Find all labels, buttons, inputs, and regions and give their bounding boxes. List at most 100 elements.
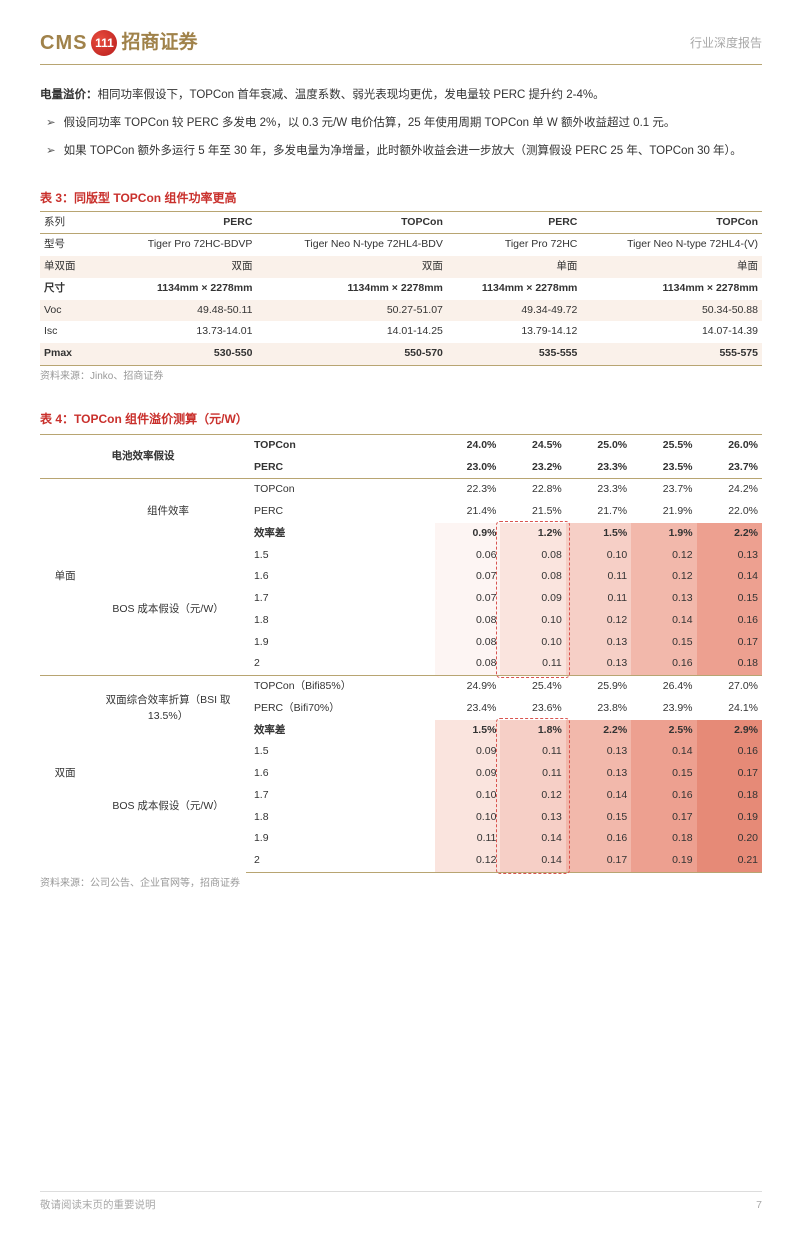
table3-cell: 49.48-50.11 [110,300,256,322]
table4-cell: 0.21 [697,850,762,872]
table4-title: 表 4：TOPCon 组件溢价测算（元/W） [40,410,762,428]
table4-cell: 0.11 [435,828,500,850]
table3-cell: 50.27-51.07 [256,300,446,322]
table4-cell: 0.09 [435,741,500,763]
table4-cell: 0.15 [631,763,696,785]
footer-left: 敬请阅读末页的重要说明 [40,1198,156,1214]
table4-cell: 0.09 [435,763,500,785]
table4-sub-label: 2 [246,653,435,675]
table4-cell: 0.13 [631,588,696,610]
table4-source: 资料来源：公司公告、企业官网等，招商证券 [40,876,762,891]
table4-cell: 0.10 [566,545,631,567]
logo-cn-text: 招商证券 [121,29,197,58]
table4-cell: 0.18 [631,828,696,850]
table3-title: 表 3：同版型 TOPCon 组件功率更高 [40,189,762,207]
bullet-icon: ➢ [46,141,56,163]
table3: 系列PERCTOPConPERCTOPCon 型号Tiger Pro 72HC-… [40,211,762,366]
table3-cell: 单面 [447,256,581,278]
table4-sub-label: 1.9 [246,632,435,654]
logo-circle-icon: 111 [91,30,117,56]
table4-cell: 0.13 [566,763,631,785]
table3-row-label: 单双面 [40,256,110,278]
table4-cell: 23.4% [435,698,500,720]
table4-cell: 0.16 [697,741,762,763]
table4-cell: 0.08 [435,653,500,675]
table4-cell: 0.19 [631,850,696,872]
table4-cell: 0.13 [566,632,631,654]
table3-row-label: 型号 [40,234,110,256]
table4-cell: 0.13 [566,741,631,763]
table3-row-label: Voc [40,300,110,322]
table4-cell: 0.11 [500,653,565,675]
table4-cell: 1.9% [631,523,696,545]
table4-cell: 0.10 [435,807,500,829]
intro-line: 电量溢价：相同功率假设下，TOPCon 首年衰减、温度系数、弱光表现均更优，发电… [40,85,762,107]
table4-sub-label: 1.7 [246,785,435,807]
table4-cell: 0.13 [500,807,565,829]
table4-cell: 23.8% [566,698,631,720]
table4-cell: 0.07 [435,566,500,588]
table4-cell: 0.12 [631,545,696,567]
table4-cell: 0.17 [697,632,762,654]
table3-cell: 530-550 [110,343,256,365]
table4-cell: 22.0% [697,501,762,523]
table4-sub-label: 1.6 [246,763,435,785]
table4-sub-label: PERC [246,501,435,523]
table4-cell: 0.10 [500,632,565,654]
table4-cell: 0.10 [500,610,565,632]
table4-sub-label: 1.9 [246,828,435,850]
table4-sub-label: 1.8 [246,610,435,632]
table4-cell: 23.6% [500,698,565,720]
table3-header: PERC [110,211,256,234]
table4-side-label: 双面 [40,676,90,873]
table4-cell: 0.18 [697,653,762,675]
table4-cell: 0.13 [697,545,762,567]
table3-cell: Tiger Pro 72HC [447,234,581,256]
table3-cell: 1134mm × 2278mm [581,278,762,300]
table3-cell: 双面 [110,256,256,278]
table4-cell: 0.14 [566,785,631,807]
table4-cell: 21.9% [631,501,696,523]
table4-cell: 25.9% [566,676,631,698]
table4-cell: 0.12 [566,610,631,632]
table3-row-label: Isc [40,321,110,343]
table4-cell: 0.14 [631,741,696,763]
footer-page: 7 [756,1198,762,1214]
table3-row-label: Pmax [40,343,110,365]
table4-cell: 0.08 [500,566,565,588]
table3-header: PERC [447,211,581,234]
table4-cell: 0.07 [435,588,500,610]
table4-cell: 23.9% [631,698,696,720]
table4-side-label: 单面 [40,479,90,676]
logo-cms-text: CMS [40,28,87,58]
table4-cell: 2.2% [697,523,762,545]
table4-sub-label: TOPCon [246,479,435,501]
table4-cell: 0.12 [435,850,500,872]
bullet-2: ➢如果 TOPCon 额外多运行 5 年至 30 年，多发电量为净增量，此时额外… [46,141,762,163]
table3-cell: 13.73-14.01 [110,321,256,343]
table4-cell: 25.4% [500,676,565,698]
table3-header: TOPCon [256,211,446,234]
table4-cell: 26.4% [631,676,696,698]
table4-cell: 0.09 [500,588,565,610]
table4-cell: 21.5% [500,501,565,523]
bullet-icon: ➢ [46,113,56,135]
table4-cell: 0.14 [697,566,762,588]
table4: 电池效率假设TOPCon24.0%24.5%25.0%25.5%26.0%PER… [40,434,762,873]
table4-cell: 23.7% [631,479,696,501]
table3-row-label: 尺寸 [40,278,110,300]
table4-cell: 0.10 [435,785,500,807]
table3-cell: 555-575 [581,343,762,365]
table4-cell: 0.14 [500,828,565,850]
table4-sub-label: 1.5 [246,741,435,763]
table4-cell: 0.17 [631,807,696,829]
table4-cell: 0.15 [566,807,631,829]
table4-cell: 21.4% [435,501,500,523]
table3-cell: 双面 [256,256,446,278]
doc-type: 行业深度报告 [690,34,762,52]
table4-sub-label: 效率差 [246,720,435,742]
table3-cell: 14.01-14.25 [256,321,446,343]
table4-cell: 27.0% [697,676,762,698]
table3-cell: 49.34-49.72 [447,300,581,322]
table4-cell: 0.15 [631,632,696,654]
